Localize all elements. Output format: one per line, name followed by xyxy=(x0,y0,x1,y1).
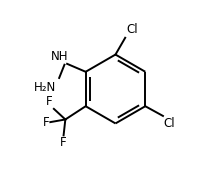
Text: F: F xyxy=(43,116,49,129)
Text: Cl: Cl xyxy=(164,117,176,130)
Text: NH: NH xyxy=(51,50,68,63)
Text: F: F xyxy=(60,136,67,149)
Text: F: F xyxy=(46,95,53,108)
Text: Cl: Cl xyxy=(126,23,138,36)
Text: H₂N: H₂N xyxy=(34,81,57,94)
